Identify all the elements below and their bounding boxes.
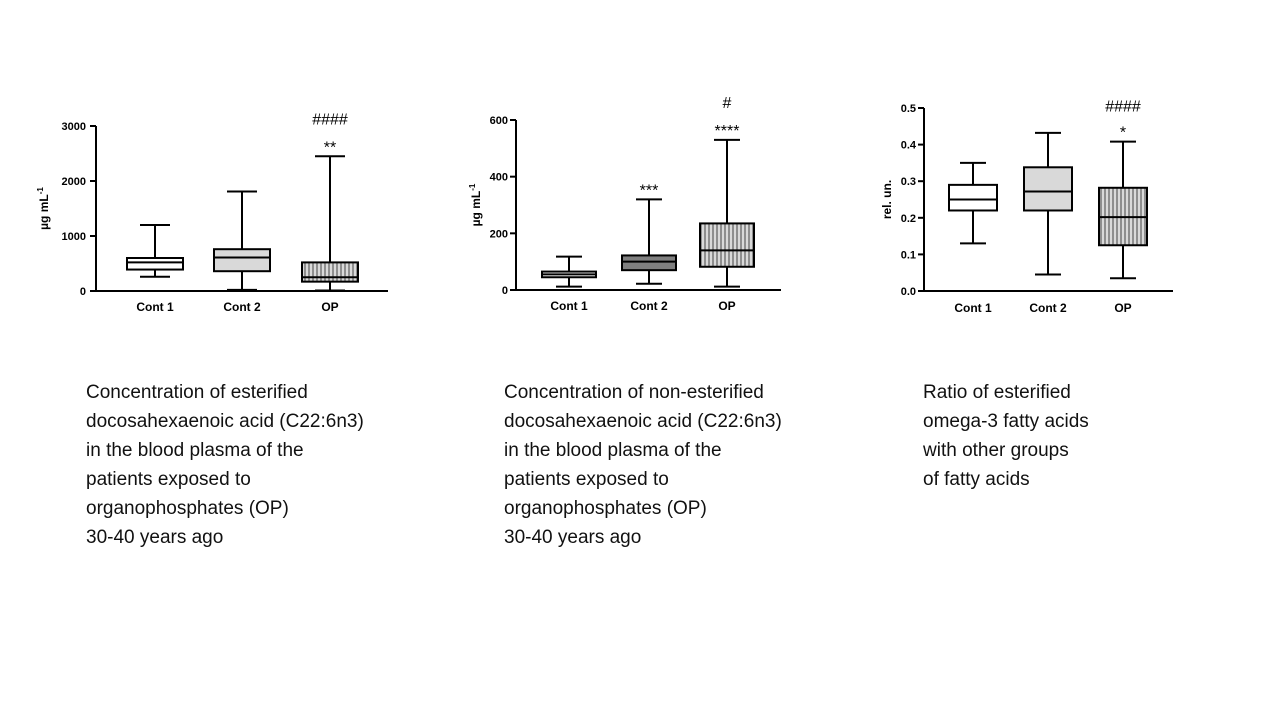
box-op bbox=[699, 138, 755, 288]
significance-label: *** bbox=[640, 182, 659, 199]
x-category-label: OP bbox=[718, 299, 735, 313]
y-tick-label: 2000 bbox=[62, 176, 86, 188]
box-iqr bbox=[213, 248, 271, 273]
x-category-label: Cont 2 bbox=[630, 299, 668, 313]
y-tick-label: 0.4 bbox=[901, 140, 917, 152]
y-tick-label: 0 bbox=[502, 285, 508, 297]
box-op bbox=[301, 155, 359, 292]
x-category-label: Cont 2 bbox=[223, 300, 261, 314]
significance-label: **** bbox=[715, 123, 740, 140]
y-axis-label-superscript: -1 bbox=[468, 183, 477, 191]
x-category-label: OP bbox=[1114, 301, 1131, 315]
y-tick-label: 0 bbox=[80, 286, 86, 298]
box-iqr bbox=[126, 257, 184, 271]
y-tick-label: 0.3 bbox=[901, 176, 916, 188]
y-tick-label: 600 bbox=[490, 115, 508, 127]
caption-omega3-ratio: Ratio of esterified omega-3 fatty acids … bbox=[923, 382, 1089, 490]
box-iqr bbox=[1023, 166, 1073, 212]
y-tick-label: 0.5 bbox=[901, 103, 916, 115]
box-cont-2 bbox=[1023, 131, 1073, 276]
box-op bbox=[1098, 140, 1148, 280]
x-category-label: Cont 1 bbox=[954, 301, 992, 315]
significance-label: #### bbox=[312, 111, 348, 128]
x-category-label: Cont 1 bbox=[136, 300, 174, 314]
x-category-label: Cont 1 bbox=[550, 299, 588, 313]
significance-label: ** bbox=[324, 139, 336, 156]
box-cont-2 bbox=[213, 190, 271, 291]
y-tick-label: 0.0 bbox=[901, 286, 916, 298]
y-axis-label: µg mL-1 bbox=[468, 183, 483, 226]
significance-label: * bbox=[1120, 125, 1126, 142]
y-tick-label: 0.1 bbox=[901, 249, 916, 261]
box-iqr bbox=[621, 254, 677, 272]
box-cont-2 bbox=[621, 198, 677, 285]
y-axis-label: rel. un. bbox=[880, 180, 894, 219]
significance-label: # bbox=[723, 95, 732, 112]
box-iqr bbox=[948, 183, 998, 212]
y-tick-label: 0.2 bbox=[901, 213, 916, 225]
y-tick-label: 400 bbox=[490, 172, 508, 184]
box-iqr bbox=[699, 222, 755, 268]
box-cont-1 bbox=[541, 255, 597, 288]
box-cont-1 bbox=[126, 224, 184, 278]
significance-label: #### bbox=[1105, 99, 1141, 116]
y-axis-label-superscript: -1 bbox=[36, 187, 45, 195]
caption-esterified-dha: Concentration of esterified docosahexaen… bbox=[86, 382, 364, 548]
x-category-label: OP bbox=[321, 300, 338, 314]
caption-non-esterified-dha: Concentration of non-esterified docosahe… bbox=[504, 382, 782, 548]
y-tick-label: 1000 bbox=[62, 231, 86, 243]
y-tick-label: 200 bbox=[490, 228, 508, 240]
y-tick-label: 3000 bbox=[62, 121, 86, 133]
x-category-label: Cont 2 bbox=[1029, 301, 1067, 315]
y-axis-label: µg mL-1 bbox=[36, 187, 51, 230]
box-cont-1 bbox=[948, 161, 998, 245]
